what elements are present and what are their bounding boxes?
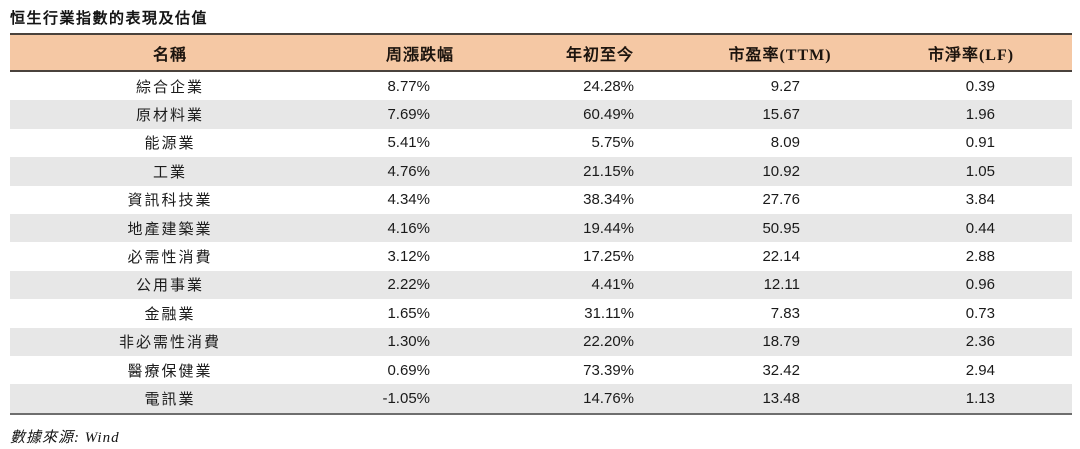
cell-weekly-change: 8.77%	[387, 77, 430, 95]
table-body: 綜合企業 8.77% 24.28% 9.27 0.39 原材料業 7.69% 6…	[10, 72, 1072, 415]
cell-ytd: 60.49%	[583, 106, 634, 124]
cell-pe-ttm: 27.76	[762, 191, 800, 209]
table-row: 電訊業 -1.05% 14.76% 13.48 1.13	[10, 384, 1072, 413]
cell-weekly-change: 0.69%	[387, 361, 430, 379]
cell-ytd: 17.25%	[583, 248, 634, 266]
cell-pb-lf: 2.36	[965, 333, 995, 351]
cell-pe-ttm: 50.95	[762, 219, 800, 237]
header-weekly-change: 周漲跌幅	[385, 46, 454, 64]
cell-ytd: 22.20%	[583, 333, 634, 351]
cell-ytd: 24.28%	[583, 77, 634, 95]
header-name: 名稱	[152, 46, 187, 64]
cell-ytd: 21.15%	[583, 162, 634, 180]
cell-industry-name: 原材料業	[135, 108, 204, 125]
cell-pb-lf: 2.94	[965, 361, 995, 379]
cell-weekly-change: 5.41%	[387, 134, 430, 152]
cell-pb-lf: 0.91	[965, 134, 995, 152]
cell-pe-ttm: 8.09	[770, 134, 800, 152]
cell-weekly-change: 4.76%	[387, 162, 430, 180]
table-row: 能源業 5.41% 5.75% 8.09 0.91	[10, 128, 1072, 158]
cell-pb-lf: 3.84	[965, 191, 995, 209]
table-row: 公用事業 2.22% 4.41% 12.11 0.96	[10, 270, 1072, 300]
header-pe-ttm: 市盈率(TTM)	[728, 46, 832, 64]
cell-ytd: 14.76%	[583, 389, 634, 407]
table-row: 金融業 1.65% 31.11% 7.83 0.73	[10, 299, 1072, 328]
cell-industry-name: 能源業	[144, 136, 196, 153]
cell-weekly-change: 7.69%	[387, 106, 430, 124]
cell-industry-name: 公用事業	[135, 278, 204, 295]
cell-pb-lf: 1.96	[965, 106, 995, 124]
cell-weekly-change: -1.05%	[382, 389, 430, 407]
cell-pb-lf: 2.88	[965, 248, 995, 266]
cell-ytd: 31.11%	[584, 304, 634, 322]
cell-industry-name: 資訊科技業	[127, 193, 213, 210]
cell-industry-name: 金融業	[144, 306, 196, 323]
cell-pb-lf: 0.96	[965, 276, 995, 294]
data-source-note: 數據來源: Wind	[10, 430, 120, 446]
cell-weekly-change: 4.34%	[387, 191, 430, 209]
header-ytd: 年初至今	[565, 46, 634, 64]
cell-pe-ttm: 32.42	[762, 361, 800, 379]
cell-weekly-change: 1.65%	[387, 304, 430, 322]
cell-pe-ttm: 7.83	[770, 304, 800, 322]
cell-ytd: 19.44%	[583, 219, 634, 237]
header-pb-lf: 市淨率(LF)	[927, 46, 1015, 64]
table-row: 必需性消費 3.12% 17.25% 22.14 2.88	[10, 242, 1072, 271]
cell-industry-name: 電訊業	[144, 391, 196, 408]
cell-pe-ttm: 22.14	[762, 248, 800, 266]
cell-ytd: 5.75%	[591, 134, 634, 152]
table-row: 資訊科技業 4.34% 38.34% 27.76 3.84	[10, 185, 1072, 214]
cell-industry-name: 綜合企業	[135, 79, 204, 96]
table-row: 工業 4.76% 21.15% 10.92 1.05	[10, 157, 1072, 186]
table-row: 原材料業 7.69% 60.49% 15.67 1.96	[10, 100, 1072, 129]
cell-industry-name: 地產建築業	[127, 221, 213, 238]
cell-industry-name: 非必需性消費	[118, 335, 221, 352]
industry-index-table: 名稱 周漲跌幅 年初至今 市盈率(TTM) 市淨率(LF) 綜合企業 8.77%…	[10, 33, 1072, 415]
table-row: 地產建築業 4.16% 19.44% 50.95 0.44	[10, 213, 1072, 243]
cell-pb-lf: 1.05	[965, 162, 995, 180]
cell-pe-ttm: 9.27	[770, 77, 800, 95]
cell-industry-name: 醫療保健業	[127, 363, 213, 380]
cell-pb-lf: 0.39	[965, 77, 995, 95]
table-title: 恒生行業指數的表現及估值	[10, 11, 209, 27]
cell-weekly-change: 2.22%	[387, 276, 430, 294]
table-row: 非必需性消費 1.30% 22.20% 18.79 2.36	[10, 327, 1072, 356]
cell-weekly-change: 4.16%	[387, 219, 430, 237]
cell-pe-ttm: 10.92	[762, 162, 800, 180]
cell-industry-name: 工業	[152, 164, 187, 181]
cell-weekly-change: 1.30%	[387, 333, 430, 351]
cell-ytd: 4.41%	[591, 276, 634, 294]
cell-ytd: 73.39%	[583, 361, 634, 379]
cell-pb-lf: 1.13	[965, 389, 995, 407]
table-row: 醫療保健業 0.69% 73.39% 32.42 2.94	[10, 355, 1072, 385]
cell-pe-ttm: 15.67	[762, 106, 800, 124]
cell-pb-lf: 0.44	[965, 219, 995, 237]
table-header-row: 名稱 周漲跌幅 年初至今 市盈率(TTM) 市淨率(LF)	[10, 33, 1072, 72]
cell-pe-ttm: 18.79	[762, 333, 800, 351]
cell-pe-ttm: 13.48	[762, 389, 800, 407]
cell-ytd: 38.34%	[583, 191, 634, 209]
cell-weekly-change: 3.12%	[387, 248, 430, 266]
table-row: 綜合企業 8.77% 24.28% 9.27 0.39	[10, 72, 1072, 101]
cell-pe-ttm: 12.11	[763, 276, 800, 294]
cell-industry-name: 必需性消費	[127, 250, 213, 267]
cell-pb-lf: 0.73	[965, 304, 995, 322]
